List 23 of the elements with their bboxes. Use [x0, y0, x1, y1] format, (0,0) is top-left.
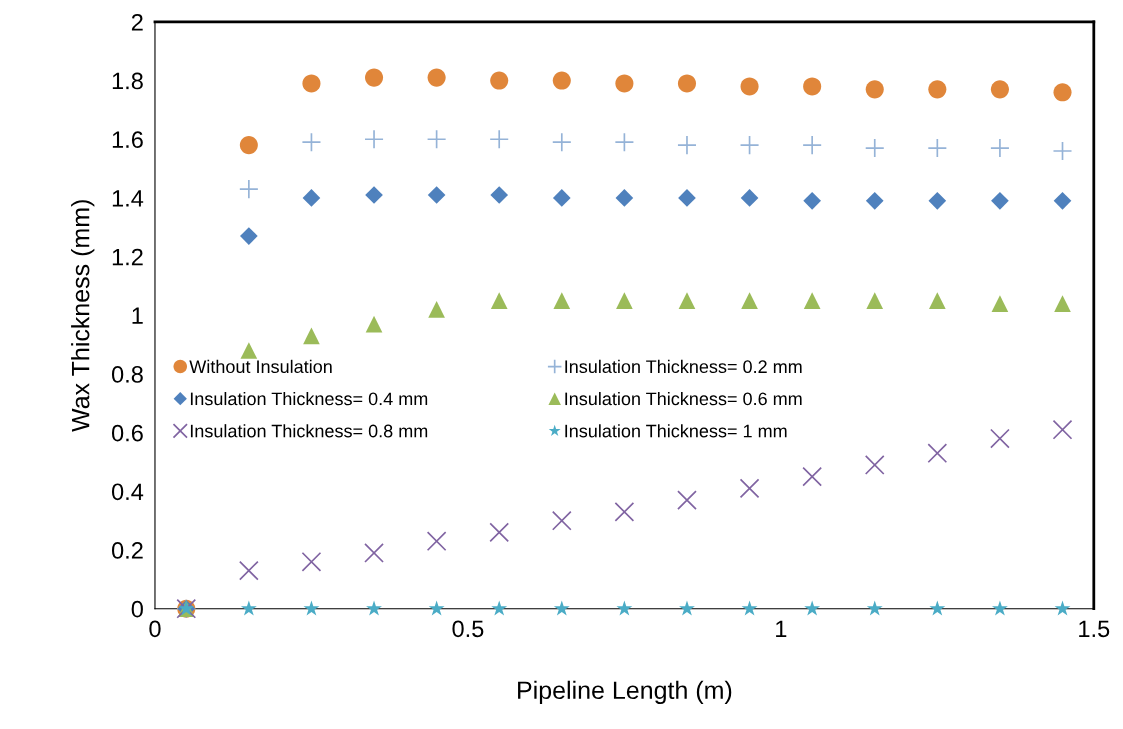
y-tick-label: 1.8: [112, 72, 143, 90]
legend-label: Insulation Thickness= 0.6 mm: [565, 391, 802, 406]
legend-label: Insulation Thickness= 0.4 mm: [190, 391, 428, 406]
legend-label: Insulation Thickness= 0.8 mm: [190, 424, 428, 438]
y-tick-label: 2: [131, 13, 143, 31]
y-tick-label: 0.4: [111, 483, 144, 501]
y-axis-title: Wax Thickness (mm): [71, 200, 95, 432]
y-tick-label: 0: [131, 600, 143, 618]
y-tick-label: 1.6: [112, 131, 143, 149]
legend-label: Insulation Thickness= 0.2 mm: [565, 359, 802, 374]
legend-label: Without Insulation: [189, 359, 332, 374]
y-tick-label: 1.4: [112, 190, 144, 207]
legend-label: Insulation Thickness= 1 mm: [565, 424, 787, 438]
x-tick-label: 1.5: [1079, 620, 1110, 638]
x-axis-title: Pipeline Length (m): [518, 680, 732, 705]
y-tick-label: 0.8: [111, 366, 143, 383]
x-tick-label: 1: [776, 620, 787, 637]
x-tick-label: 0: [149, 620, 161, 638]
y-tick-label: 1: [132, 307, 143, 324]
x-tick-label: 0.5: [452, 620, 484, 638]
y-tick-label: 0.6: [111, 424, 143, 442]
y-tick-label: 1.2: [112, 248, 143, 266]
y-tick-label: 0.2: [111, 542, 143, 559]
